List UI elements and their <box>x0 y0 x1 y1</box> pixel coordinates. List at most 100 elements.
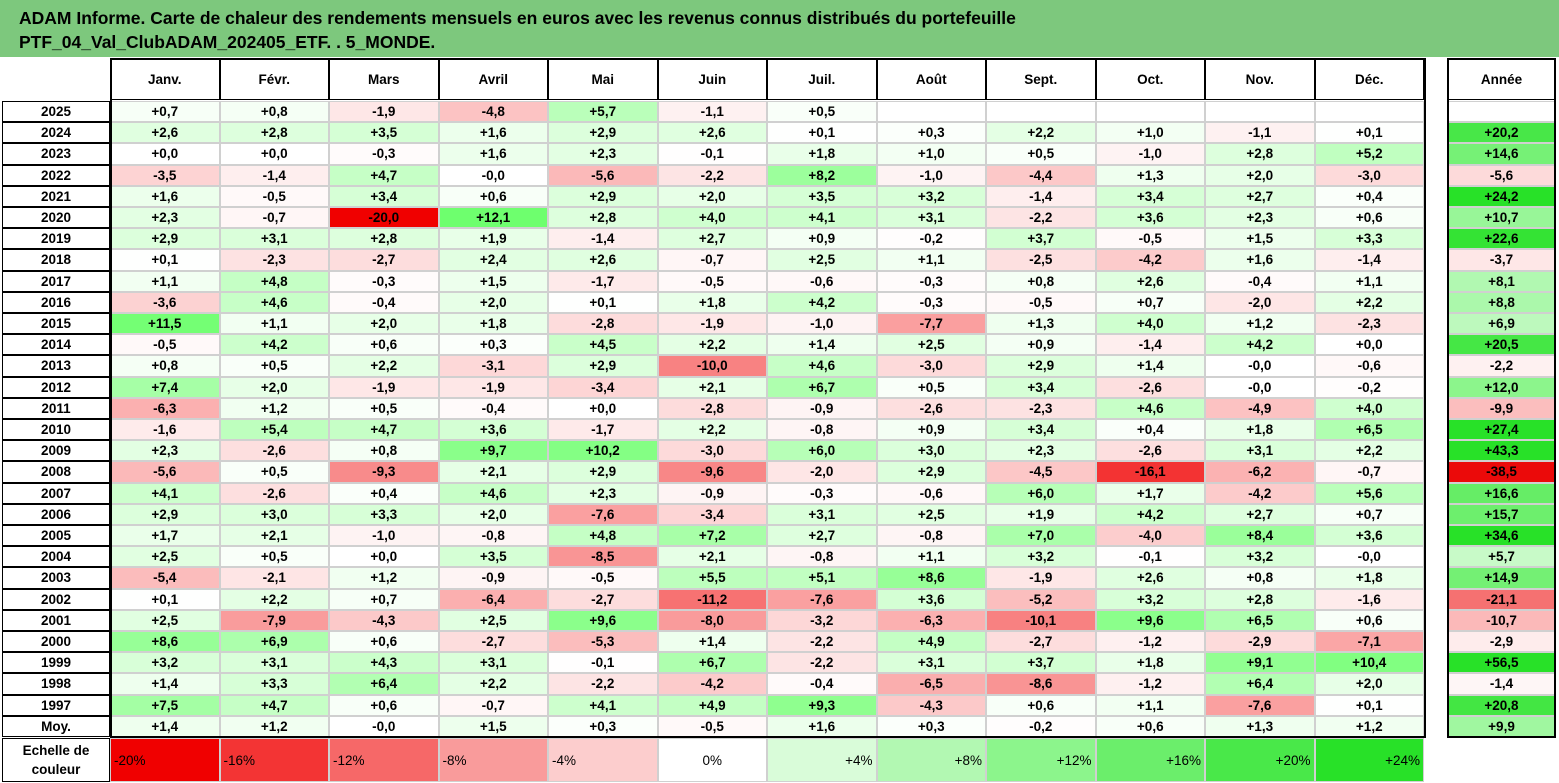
heatmap-cell: -6,3 <box>110 397 220 419</box>
heatmap-cell: +1,2 <box>1314 715 1424 737</box>
heatmap-cell <box>1205 101 1315 123</box>
heatmap-cell: -0,5 <box>657 270 767 292</box>
scale-step: +8% <box>876 738 986 782</box>
heatmap-cell: +0,4 <box>1314 185 1424 207</box>
heatmap-cell: +3,7 <box>986 228 1096 250</box>
heatmap-cell: -2,0 <box>767 461 877 483</box>
heatmap-cell: -0,5 <box>657 715 767 737</box>
heatmap-cell: +0,6 <box>1314 207 1424 229</box>
month-header: Mai <box>548 58 658 100</box>
heatmap-cell: -2,0 <box>1205 291 1315 313</box>
heatmap-cell: +4,2 <box>1095 503 1205 525</box>
heatmap-cell: +1,0 <box>876 143 986 165</box>
heatmap-cell: +8,2 <box>767 164 877 186</box>
heatmap-cell: +4,0 <box>657 207 767 229</box>
heatmap-cell: +2,6 <box>1095 567 1205 589</box>
heatmap-cell: +1,4 <box>767 334 877 356</box>
heatmap-cell: +2,5 <box>876 334 986 356</box>
heatmap-cell: +3,2 <box>876 185 986 207</box>
heatmap-cell: +1,3 <box>1095 164 1205 186</box>
heatmap-cell: +2,7 <box>767 525 877 547</box>
heatmap-cell: -8,6 <box>986 673 1096 695</box>
heatmap-cell: +4,9 <box>657 694 767 716</box>
heatmap-cell: +1,6 <box>110 185 220 207</box>
heatmap-cell: -8,0 <box>657 609 767 631</box>
heatmap-cell: +10,2 <box>548 440 658 462</box>
heatmap-cell: -6,4 <box>438 588 548 610</box>
heatmap-cell: +2,9 <box>548 185 658 207</box>
heatmap-cell: +1,5 <box>1205 228 1315 250</box>
heatmap-cell: +2,5 <box>438 609 548 631</box>
heatmap-cell: +4,0 <box>1314 397 1424 419</box>
heatmap-cell: +8,6 <box>110 631 220 653</box>
heatmap-cell: -4,3 <box>329 609 439 631</box>
heatmap-cell: -0,5 <box>986 291 1096 313</box>
heatmap-cell: -2,6 <box>1095 440 1205 462</box>
annual-cell: -2,2 <box>1447 355 1556 377</box>
heatmap-cell: +3,2 <box>1095 588 1205 610</box>
year-label: 2018 <box>2 249 110 271</box>
heatmap-cell: -0,3 <box>329 143 439 165</box>
heatmap-cell: +6,5 <box>1314 419 1424 441</box>
heatmap-cell: +1,4 <box>1095 355 1205 377</box>
heatmap-cell: -0,4 <box>767 673 877 695</box>
annual-cell: -9,9 <box>1447 397 1556 419</box>
heatmap-cell: +2,7 <box>657 228 767 250</box>
year-label: 2014 <box>2 334 110 356</box>
heatmap-cell: -1,0 <box>1095 143 1205 165</box>
heatmap-cell: +5,7 <box>548 101 658 123</box>
year-label: 2022 <box>2 164 110 186</box>
heatmap-cell: +1,2 <box>329 567 439 589</box>
heatmap-cell: +0,5 <box>876 376 986 398</box>
heatmap-cell: +2,6 <box>110 122 220 144</box>
heatmap-cell: +2,6 <box>1095 270 1205 292</box>
heatmap-cell: -4,2 <box>1095 249 1205 271</box>
heatmap-cell: -2,2 <box>767 631 877 653</box>
year-label: 2010 <box>2 419 110 441</box>
annual-cell: +10,7 <box>1447 207 1556 229</box>
heatmap-cell: -3,2 <box>767 609 877 631</box>
heatmap-cell: +3,2 <box>110 652 220 674</box>
year-label: 2013 <box>2 355 110 377</box>
heatmap-cell: +4,8 <box>219 270 329 292</box>
heatmap-cell: -0,8 <box>767 419 877 441</box>
year-label: 2005 <box>2 525 110 547</box>
heatmap-cell: +1,5 <box>438 270 548 292</box>
heatmap-cell: -1,9 <box>438 376 548 398</box>
heatmap-cell: -0,3 <box>876 270 986 292</box>
heatmap-cell: -0,7 <box>219 207 329 229</box>
heatmap-cell: -2,3 <box>219 249 329 271</box>
heatmap-cell: -0,5 <box>1095 228 1205 250</box>
heatmap-cell: +0,5 <box>329 397 439 419</box>
heatmap-cell: +1,5 <box>438 715 548 737</box>
heatmap-cell: +4,2 <box>767 291 877 313</box>
heatmap-cell: +2,9 <box>876 461 986 483</box>
heatmap-cell: +9,6 <box>1095 609 1205 631</box>
heatmap-cell: +4,5 <box>548 334 658 356</box>
heatmap-cell: +3,1 <box>876 207 986 229</box>
heatmap-cell: -9,3 <box>329 461 439 483</box>
heatmap-cell: -0,1 <box>657 143 767 165</box>
heatmap-cell: -6,5 <box>876 673 986 695</box>
heatmap-cell: +2,2 <box>1314 440 1424 462</box>
heatmap-cell: +2,8 <box>548 207 658 229</box>
heatmap-cell: -2,7 <box>329 249 439 271</box>
year-label: 2003 <box>2 567 110 589</box>
year-label: 2023 <box>2 143 110 165</box>
annual-cell: +6,9 <box>1447 313 1556 335</box>
heatmap-cell: +5,6 <box>1314 482 1424 504</box>
year-label: 2017 <box>2 270 110 292</box>
heatmap-cell: -3,0 <box>1314 164 1424 186</box>
heatmap-cell: -9,6 <box>657 461 767 483</box>
heatmap-cell: -0,2 <box>876 228 986 250</box>
heatmap-cell: +4,6 <box>767 355 877 377</box>
heatmap-cell: +2,2 <box>657 334 767 356</box>
heatmap-cell: +0,4 <box>1095 419 1205 441</box>
heatmap-cell: -1,4 <box>1314 249 1424 271</box>
heatmap-cell: +1,8 <box>1314 567 1424 589</box>
year-label: 2016 <box>2 291 110 313</box>
heatmap-cell: +2,2 <box>986 122 1096 144</box>
heatmap-cell: -5,3 <box>548 631 658 653</box>
heatmap-cell: +5,2 <box>1314 143 1424 165</box>
heatmap-cell: +2,5 <box>876 503 986 525</box>
